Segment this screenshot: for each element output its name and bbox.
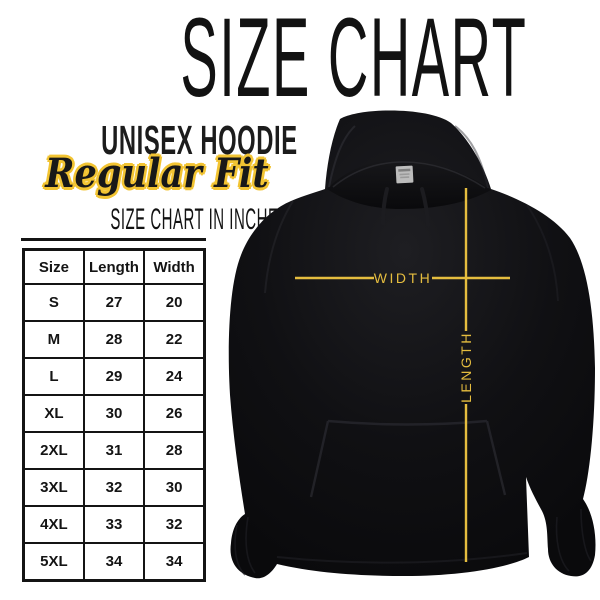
- page-title: SIZE CHART: [0, 2, 600, 114]
- table-row: XL 30 26: [22, 393, 206, 433]
- table-cell: 33: [82, 504, 146, 544]
- hoodie-silhouette: [228, 110, 596, 579]
- table-cell: S: [22, 283, 85, 322]
- table-cell: 28: [143, 430, 206, 470]
- table-cell: 32: [82, 467, 146, 507]
- table-cell: 26: [143, 393, 206, 433]
- table-cell: 3XL: [22, 467, 85, 507]
- table-cell: 30: [143, 467, 206, 507]
- right-shoulder-seam: [526, 204, 559, 302]
- hood-rim-highlight-right: [454, 125, 489, 189]
- measurement-overlay: WIDTH LENGTH: [295, 188, 510, 562]
- table-cell: 32: [143, 504, 206, 544]
- size-table-body: S 27 20 M 28 22 L 29 24 XL 30 26 2XL 31 28 3XL 32 30 4XL 33…: [22, 283, 206, 582]
- table-cell: 29: [82, 356, 146, 396]
- table-cell: 20: [143, 283, 206, 322]
- column-header: Size: [22, 248, 85, 285]
- drawstring-right: [420, 187, 430, 227]
- page-title-text: SIZE CHART: [180, 0, 528, 120]
- table-cell: 24: [143, 356, 206, 396]
- length-label: LENGTH: [458, 331, 474, 403]
- table-row: S 27 20: [22, 283, 206, 322]
- table-cell: 22: [143, 319, 206, 359]
- hood-rim-highlight-left: [328, 125, 356, 188]
- fit-label-text: Regular Fit: [45, 150, 269, 197]
- size-table-head: Size Length Width: [22, 248, 206, 285]
- table-cell: 5XL: [22, 541, 85, 582]
- hem-line: [276, 552, 528, 564]
- hood-opening: [327, 160, 491, 209]
- table-cell: 2XL: [22, 430, 85, 470]
- product-name: UNISEX HOODIE: [30, 120, 297, 161]
- right-cuff-rib: [555, 508, 592, 572]
- table-cell: 34: [143, 541, 206, 582]
- fit-label: Regular Fit: [30, 152, 268, 196]
- table-row: 5XL 34 34: [22, 541, 206, 582]
- width-label: WIDTH: [374, 270, 432, 286]
- table-row: 2XL 31 28: [22, 430, 206, 470]
- table-cell: L: [22, 356, 85, 396]
- left-shoulder-seam: [264, 200, 294, 294]
- table-row: 4XL 33 32: [22, 504, 206, 544]
- hoodie-image: WIDTH LENGTH: [228, 110, 596, 579]
- table-cell: XL: [22, 393, 85, 433]
- table-row: 3XL 32 30: [22, 467, 206, 507]
- table-row: L 29 24: [22, 356, 206, 396]
- table-cell: M: [22, 319, 85, 359]
- column-header: Width: [143, 248, 206, 285]
- table-heading: SIZE CHART IN INCHES: [21, 205, 288, 241]
- left-cuff-rib: [234, 516, 256, 576]
- size-table-header-row: Size Length Width: [22, 248, 206, 285]
- table-row: M 28 22: [22, 319, 206, 359]
- size-table: Size Length Width S 27 20 M 28 22 L 29 24 XL 30 26 2XL…: [22, 248, 206, 582]
- column-header: Length: [82, 248, 146, 285]
- neck-tag: [395, 165, 414, 184]
- product-name-text: UNISEX HOODIE: [101, 117, 298, 163]
- table-cell: 30: [82, 393, 146, 433]
- kangaroo-pocket: [309, 419, 507, 498]
- hood-inner-rim: [332, 161, 486, 189]
- table-cell: 4XL: [22, 504, 85, 544]
- table-cell: 34: [82, 541, 146, 582]
- hoodie-figure: WIDTH LENGTH: [215, 105, 600, 600]
- table-cell: 28: [82, 319, 146, 359]
- table-cell: 27: [82, 283, 146, 322]
- drawstring-left: [381, 187, 389, 225]
- table-cell: 31: [82, 430, 146, 470]
